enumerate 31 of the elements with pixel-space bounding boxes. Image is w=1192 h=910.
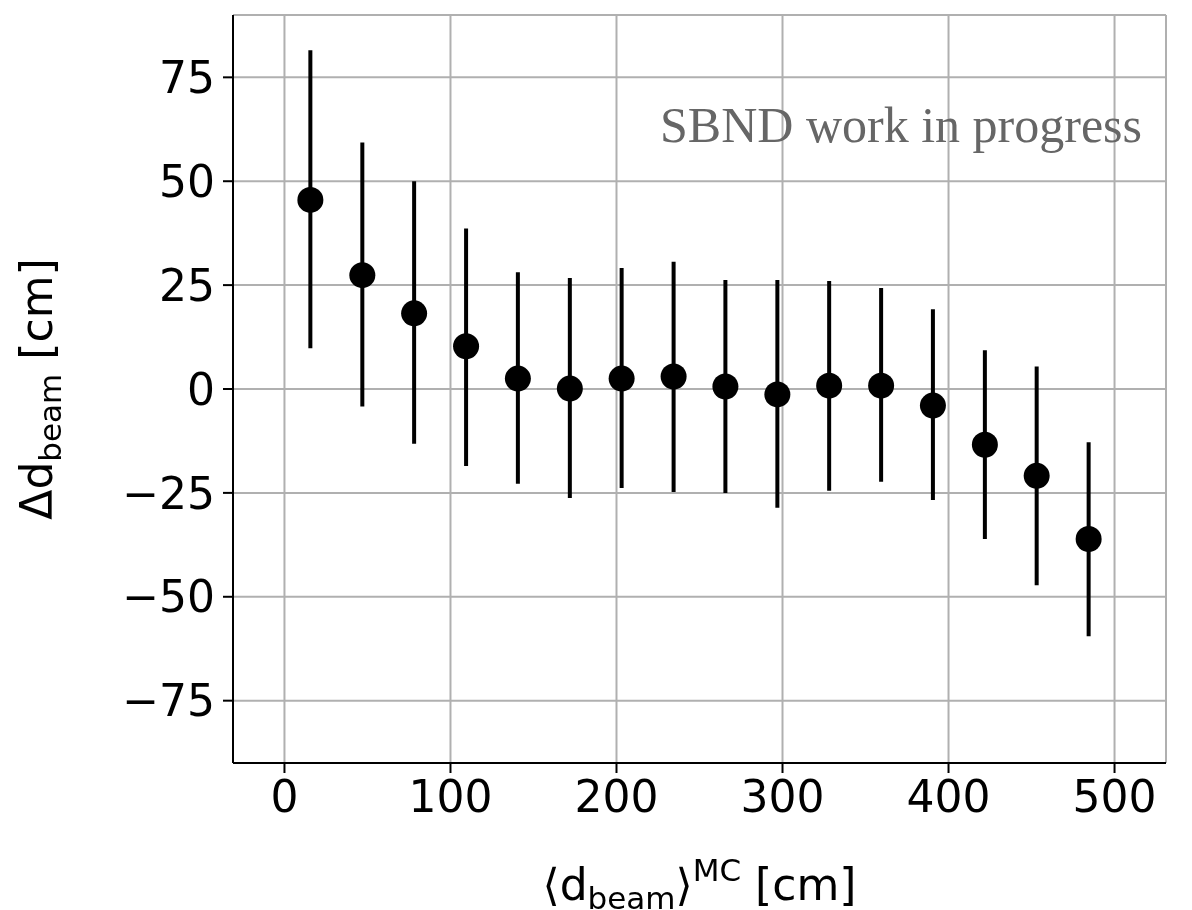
x-tick-label: 300 (740, 771, 825, 823)
x-tick-label: 100 (408, 771, 493, 823)
point (556, 375, 583, 402)
y-tick-label: −75 (122, 675, 215, 727)
y-tick-label: 75 (159, 51, 215, 103)
point (349, 262, 376, 289)
x-tick-label: 0 (270, 771, 299, 823)
point (764, 381, 791, 408)
x-tick-label: 400 (906, 771, 991, 823)
point (504, 365, 531, 392)
x-tick-label: 200 (574, 771, 659, 823)
point (608, 365, 635, 392)
y-tick-label: 25 (159, 259, 215, 311)
y-tick-label: 50 (159, 155, 215, 207)
y-tick-label: −25 (122, 467, 215, 519)
point (712, 373, 739, 400)
point (1023, 462, 1050, 489)
point (919, 392, 946, 419)
point (1075, 526, 1102, 553)
point (401, 300, 428, 327)
y-tick-label: 0 (187, 363, 215, 415)
point (660, 363, 687, 390)
y-tick-label: −50 (122, 571, 215, 623)
point (816, 372, 843, 399)
point (297, 186, 324, 213)
point (453, 333, 480, 360)
annotation: SBND work in progress (660, 96, 1142, 154)
point (971, 431, 998, 458)
x-axis-title: ⟨d$_{beam}$⟩$^{MC}$ [cm] (542, 852, 857, 910)
point (868, 372, 895, 399)
x-tick-label: 500 (1072, 771, 1157, 823)
